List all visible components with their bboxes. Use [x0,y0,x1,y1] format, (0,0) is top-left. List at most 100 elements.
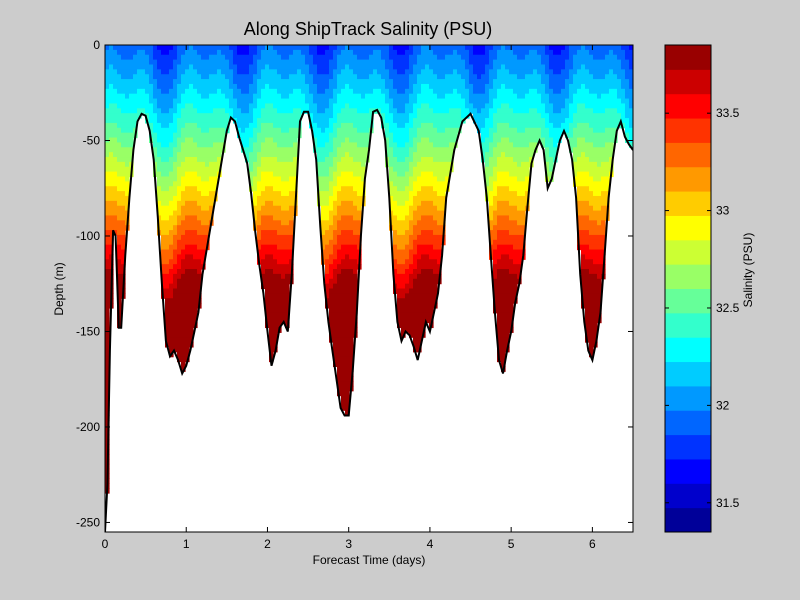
heatmap-cell [289,142,294,148]
heatmap-cell [281,278,286,285]
heatmap-cell [173,98,178,105]
heatmap-cell [173,327,178,333]
heatmap-cell [213,181,218,187]
heatmap-cell [405,239,410,246]
heatmap-cell [413,122,418,129]
heatmap-cell [581,88,586,95]
heatmap-cell [277,298,282,304]
heatmap-cell [341,278,346,285]
heatmap-cell [337,186,342,192]
heatmap-cell [161,118,166,124]
heatmap-cell [301,103,306,109]
heatmap-cell [281,69,286,75]
heatmap-cell [353,122,358,129]
heatmap-cell [585,230,590,236]
heatmap-cell [549,142,554,148]
heatmap-cell [465,49,470,56]
heatmap-cell [353,225,358,231]
heatmap-cell [453,69,458,75]
heatmap-cell [265,74,270,80]
heatmap-cell [505,195,510,202]
heatmap-cell [349,113,354,119]
heatmap-cell [437,166,442,173]
heatmap-cell [293,54,298,61]
heatmap-cell [249,142,254,148]
heatmap-cell [185,132,190,139]
heatmap-cell [245,49,250,56]
heatmap-cell [417,127,422,134]
heatmap-cell [497,83,502,90]
heatmap-cell [385,152,390,158]
heatmap-cell [157,49,162,56]
heatmap-cell [257,103,262,109]
heatmap-cell [265,88,270,95]
heatmap-cell [277,303,282,309]
heatmap-cell [405,278,410,285]
heatmap-cell [177,83,182,90]
heatmap-cell [169,127,174,134]
heatmap-cell [165,303,170,309]
heatmap-cell [193,103,198,109]
heatmap-cell [401,64,406,70]
heatmap-cell [265,108,270,114]
heatmap-cell [185,108,190,114]
heatmap-cell [525,64,530,70]
heatmap-cell [233,83,238,90]
heatmap-cell [313,74,318,80]
heatmap-cell [509,142,514,148]
heatmap-cell [161,176,166,182]
heatmap-cell [165,161,170,168]
heatmap-cell [345,244,350,251]
heatmap-cell [245,152,250,158]
heatmap-cell [473,98,478,105]
heatmap-cell [437,254,442,260]
heatmap-cell [493,161,498,168]
heatmap-cell [321,152,326,158]
heatmap-cell [413,234,418,241]
heatmap-cell [437,49,442,56]
heatmap-cell [105,254,110,260]
heatmap-cell [185,307,190,314]
heatmap-cell [221,122,226,129]
heatmap-cell [429,254,434,260]
heatmap-cell [397,166,402,173]
heatmap-cell [577,176,582,182]
heatmap-cell [501,307,506,314]
heatmap-cell [433,118,438,124]
heatmap-cell [361,171,366,178]
heatmap-cell [337,79,342,85]
heatmap-cell [509,288,514,294]
heatmap-cell [289,113,294,119]
heatmap-cell [569,103,574,109]
heatmap-cell [209,127,214,134]
heatmap-cell [337,122,342,129]
heatmap-cell [217,103,222,109]
heatmap-cell [201,259,206,265]
heatmap-cell [273,307,278,314]
heatmap-cell [433,127,438,134]
heatmap-cell [325,230,330,236]
heatmap-cell [533,49,538,56]
heatmap-cell [585,69,590,75]
heatmap-cell [169,157,174,163]
heatmap-cell [345,361,350,368]
heatmap-cell [437,239,442,246]
heatmap-cell [177,49,182,56]
heatmap-cell [169,220,174,226]
heatmap-cell [201,59,206,66]
heatmap-cell [325,113,330,119]
heatmap-cell [325,88,330,95]
heatmap-cell [197,171,202,178]
heatmap-cell [361,79,366,85]
heatmap-cell [277,293,282,299]
heatmap-cell [425,312,430,319]
heatmap-cell [361,166,366,173]
heatmap-cell [121,161,126,168]
heatmap-cell [517,64,522,70]
heatmap-cell [181,118,186,124]
heatmap-cell [453,45,458,51]
heatmap-cell [505,191,510,197]
heatmap-cell [389,171,394,178]
heatmap-cell [193,264,198,270]
heatmap-cell [117,132,122,139]
